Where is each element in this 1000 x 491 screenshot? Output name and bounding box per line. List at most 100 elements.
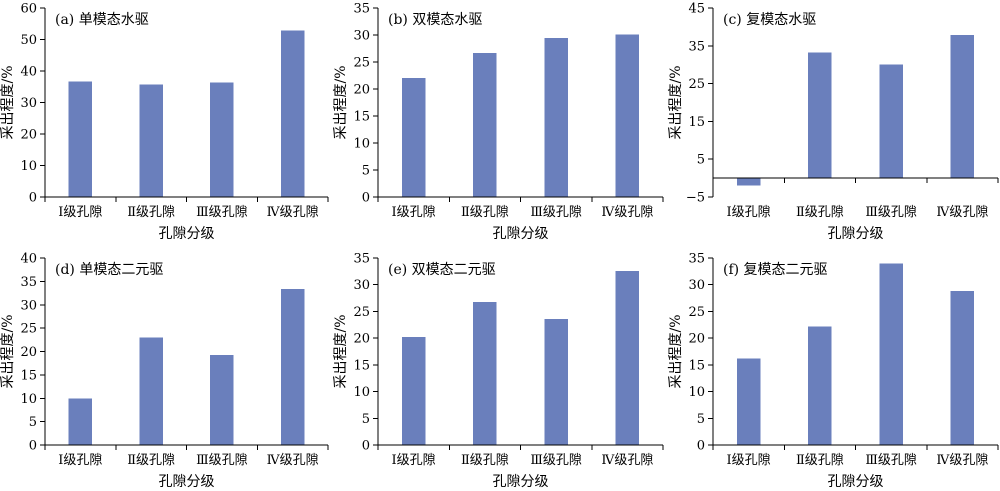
x-axis-title: 孔隙分级 [493, 474, 549, 490]
bar-4 [615, 34, 640, 198]
y-tick-label: 45 [688, 2, 705, 17]
category-label: Ⅰ级孔隙 [58, 453, 102, 468]
y-tick-label: 25 [688, 305, 705, 320]
y-axis-title: 采出程度/% [333, 314, 349, 388]
category-label: Ⅰ级孔隙 [58, 205, 102, 220]
y-axis-title: 采出程度/% [0, 314, 16, 388]
y-tick-label: 25 [353, 56, 370, 71]
y-tick-label: 5 [697, 412, 705, 427]
y-tick-label: 20 [20, 345, 37, 360]
y-tick-label: 50 [20, 33, 37, 48]
y-tick-label: 15 [353, 110, 370, 125]
category-label: Ⅲ级孔隙 [196, 453, 248, 468]
y-tick-label: 25 [353, 305, 370, 320]
bar-2 [139, 337, 163, 445]
bar-4 [280, 288, 305, 445]
y-tick-label: 10 [353, 137, 370, 152]
category-label: Ⅰ级孔隙 [392, 205, 436, 220]
y-tick-label: 5 [697, 153, 705, 168]
category-label: Ⅱ级孔隙 [127, 453, 175, 468]
chart-panel-a: 0 10 20 30 40 50 60 Ⅰ级孔隙 Ⅱ级孔隙 Ⅲ级孔隙 Ⅳ级孔隙 (a) 单模态水驱孔隙… [0, 2, 329, 242]
bar-4 [950, 291, 975, 445]
x-axis-title: 孔隙分级 [493, 226, 549, 242]
bar-3 [879, 263, 903, 445]
category-label: Ⅲ级孔隙 [530, 205, 582, 220]
chart-panel-d: 0 5 10 15 20 25 30 35 40 Ⅰ级孔隙 Ⅱ级孔隙 Ⅲ级孔隙 Ⅳ级孔隙 (d) 单模态二… [0, 252, 329, 490]
y-tick-label: −5 [686, 191, 705, 206]
y-tick-label: 0 [362, 439, 370, 454]
y-axis-title: 采出程度/% [668, 314, 684, 388]
category-label: Ⅰ级孔隙 [727, 205, 771, 220]
category-label: Ⅳ级孔隙 [936, 453, 988, 468]
y-tick-label: 30 [353, 29, 370, 44]
bar-3 [879, 64, 903, 179]
category-label: Ⅳ级孔隙 [267, 205, 319, 220]
category-label: Ⅱ级孔隙 [461, 453, 509, 468]
bar-1 [68, 398, 93, 445]
y-tick-label: 15 [688, 115, 705, 130]
bar-2 [808, 52, 832, 179]
y-tick-label: 25 [688, 77, 705, 92]
y-tick-label: 20 [353, 332, 370, 347]
y-tick-label: 5 [362, 164, 370, 179]
bar-3 [210, 355, 234, 445]
category-label: Ⅱ级孔隙 [796, 205, 844, 220]
category-label: Ⅲ级孔隙 [865, 205, 917, 220]
category-label: Ⅳ级孔隙 [267, 453, 319, 468]
bar-2 [473, 52, 497, 197]
bar-2 [139, 84, 163, 197]
category-label: Ⅲ级孔隙 [196, 205, 248, 220]
y-tick-label: 35 [20, 275, 37, 290]
category-label: Ⅰ级孔隙 [727, 453, 771, 468]
x-axis-title: 孔隙分级 [828, 474, 884, 490]
y-tick-label: 40 [20, 65, 37, 80]
bar-3 [544, 38, 568, 197]
y-tick-label: 35 [688, 39, 705, 54]
category-label: Ⅲ级孔隙 [530, 453, 582, 468]
y-tick-label: 30 [688, 278, 705, 293]
y-tick-label: 5 [362, 412, 370, 427]
y-tick-label: 15 [688, 358, 705, 373]
bar-2 [808, 326, 832, 445]
y-tick-label: 15 [20, 368, 37, 383]
y-tick-label: 10 [20, 392, 37, 407]
y-tick-label: 20 [20, 128, 37, 143]
y-axis-title: 采出程度/% [668, 65, 684, 139]
y-tick-label: 40 [20, 252, 37, 267]
y-tick-label: 35 [353, 2, 370, 17]
bar-4 [950, 35, 975, 179]
panel-title: (e) 双模态二元驱 [388, 262, 496, 278]
chart-panel-e: 0 5 10 15 20 25 30 35 Ⅰ级孔隙 Ⅱ级孔隙 Ⅲ级孔隙 Ⅳ级孔隙 (e) 双模态二元驱… [333, 252, 664, 490]
bar-2 [473, 301, 497, 445]
y-tick-label: 30 [20, 96, 37, 111]
panel-title: (f) 复模态二元驱 [723, 261, 828, 278]
y-axis-title: 采出程度/% [0, 65, 16, 139]
y-tick-label: 35 [688, 252, 705, 267]
panel-title: (c) 复模态水驱 [723, 11, 816, 28]
y-tick-label: 10 [353, 385, 370, 400]
y-tick-label: 0 [29, 439, 37, 454]
bar-4 [615, 270, 640, 445]
category-label: Ⅲ级孔隙 [865, 453, 917, 468]
y-tick-label: 10 [20, 159, 37, 174]
y-tick-label: 20 [353, 83, 370, 98]
category-label: Ⅳ级孔隙 [601, 205, 653, 220]
y-tick-label: 25 [20, 322, 37, 337]
category-label: Ⅳ级孔隙 [936, 205, 988, 220]
y-tick-label: 35 [353, 252, 370, 267]
category-label: Ⅱ级孔隙 [796, 453, 844, 468]
bar-1 [401, 337, 426, 445]
panel-title: (d) 单模态二元驱 [55, 262, 163, 278]
bar-1 [68, 81, 93, 197]
y-tick-label: 0 [697, 439, 705, 454]
x-axis-title: 孔隙分级 [828, 226, 884, 242]
bar-4 [280, 30, 305, 198]
y-tick-label: 5 [29, 415, 37, 430]
y-tick-label: 0 [362, 191, 370, 206]
panel-title: (b) 双模态水驱 [388, 12, 482, 28]
y-tick-label: 0 [29, 191, 37, 206]
bar-3 [210, 82, 234, 197]
panel-title: (a) 单模态水驱 [55, 12, 149, 28]
category-label: Ⅰ级孔隙 [392, 453, 436, 468]
